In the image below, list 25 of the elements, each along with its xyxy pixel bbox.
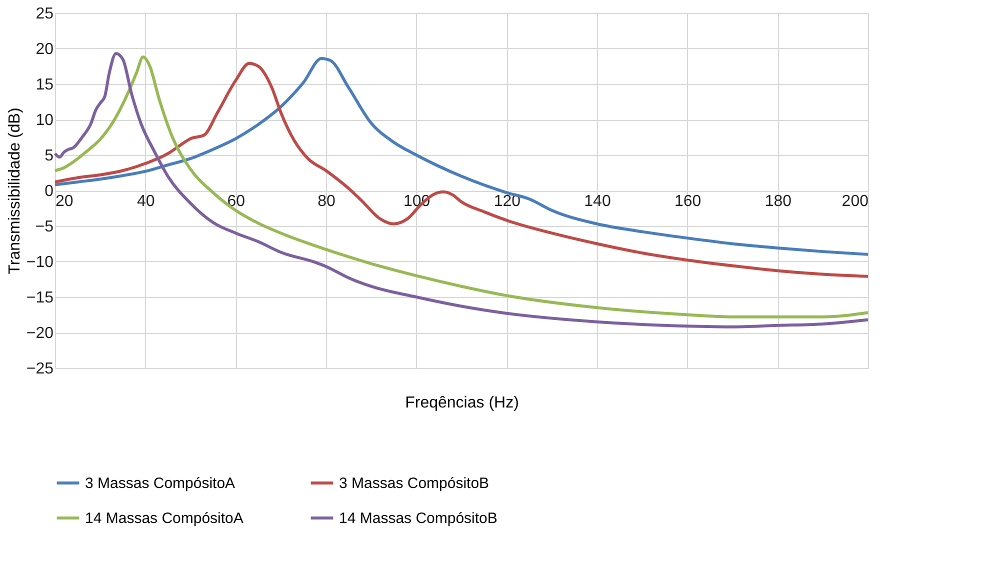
y-tick-label: −25 xyxy=(26,360,54,378)
legend-label: 3 Massas CompósitoB xyxy=(339,475,490,492)
x-tick-label: 200 xyxy=(842,193,869,210)
y-tick-label: 10 xyxy=(36,112,54,129)
x-tick-label: 180 xyxy=(764,193,792,210)
x-tick-label: 160 xyxy=(674,193,702,210)
legend-label: 14 Massas CompósitoB xyxy=(339,510,498,527)
legend-label: 3 Massas CompósitoA xyxy=(85,475,236,492)
x-axis-title: Freqências (Hz) xyxy=(405,394,519,412)
y-tick-label: 15 xyxy=(36,76,54,94)
y-tick-label: −10 xyxy=(26,254,54,271)
x-tick-label: 60 xyxy=(227,193,246,210)
y-tick-label: 0 xyxy=(44,183,54,200)
x-tick-label: 140 xyxy=(584,193,611,210)
y-axis-title: Transmissibilidade (dB) xyxy=(6,108,24,274)
x-tick-label: 20 xyxy=(56,193,74,210)
y-tick-label: 25 xyxy=(36,6,54,22)
y-tick-label: −15 xyxy=(26,290,54,306)
legend-label: 14 Massas CompósitoA xyxy=(85,510,244,527)
y-tick-label: −20 xyxy=(26,325,54,342)
x-tick-label: 40 xyxy=(136,193,155,210)
y-tick-label: 20 xyxy=(36,41,54,58)
y-tick-label: −5 xyxy=(35,218,54,236)
y-tick-label: 5 xyxy=(44,148,54,164)
x-tick-label: 80 xyxy=(318,193,336,210)
